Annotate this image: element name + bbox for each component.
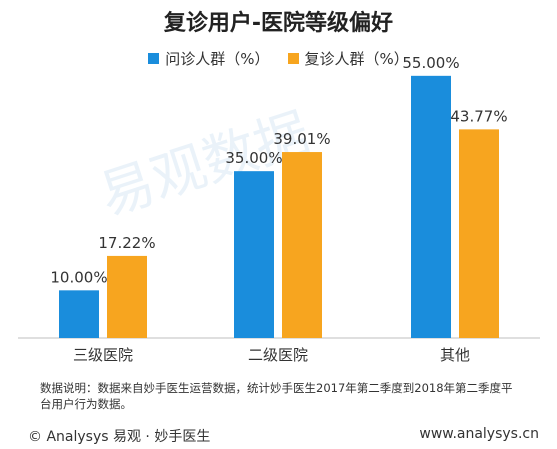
legend-item-inquiry: 问诊人群（%） xyxy=(148,48,270,69)
legend-label-revisit: 复诊人群（%） xyxy=(304,50,409,68)
bar-revisit-0 xyxy=(107,255,147,338)
legend-swatch-revisit xyxy=(287,53,299,64)
data-note: 数据说明：数据来自妙手医生运营数据，统计妙手医生2017年第二季度到2018年第… xyxy=(40,381,513,411)
bar-revisit-2 xyxy=(459,129,499,338)
bar-inquiry-2 xyxy=(411,75,451,338)
chart-title: 复诊用户-医院等级偏好 xyxy=(163,11,394,36)
bar-inquiry-1 xyxy=(234,171,274,338)
legend-label-inquiry: 问诊人群（%） xyxy=(165,50,270,68)
footer-url: www.analysys.cn xyxy=(419,426,539,442)
legend-item-revisit: 复诊人群（%） xyxy=(287,48,409,69)
category-label-0: 三级医院 xyxy=(73,346,133,364)
data-label-inquiry-0: 10.00% xyxy=(50,268,107,286)
data-label-inquiry-2: 55.00% xyxy=(402,54,459,72)
legend: 问诊人群（%） 复诊人群（%） xyxy=(0,48,557,69)
data-label-revisit-1: 39.01% xyxy=(273,130,330,148)
category-label-2: 其他 xyxy=(440,346,470,364)
bar-inquiry-0 xyxy=(59,290,99,338)
data-label-revisit-0: 17.22% xyxy=(98,234,155,252)
data-label-inquiry-1: 35.00% xyxy=(225,149,282,167)
footer-brand: © Analysys 易观 · 妙手医生 xyxy=(28,429,211,445)
legend-swatch-inquiry xyxy=(148,53,160,64)
data-label-revisit-2: 43.77% xyxy=(450,107,507,125)
category-label-1: 二级医院 xyxy=(248,346,308,364)
bar-revisit-1 xyxy=(282,152,322,338)
